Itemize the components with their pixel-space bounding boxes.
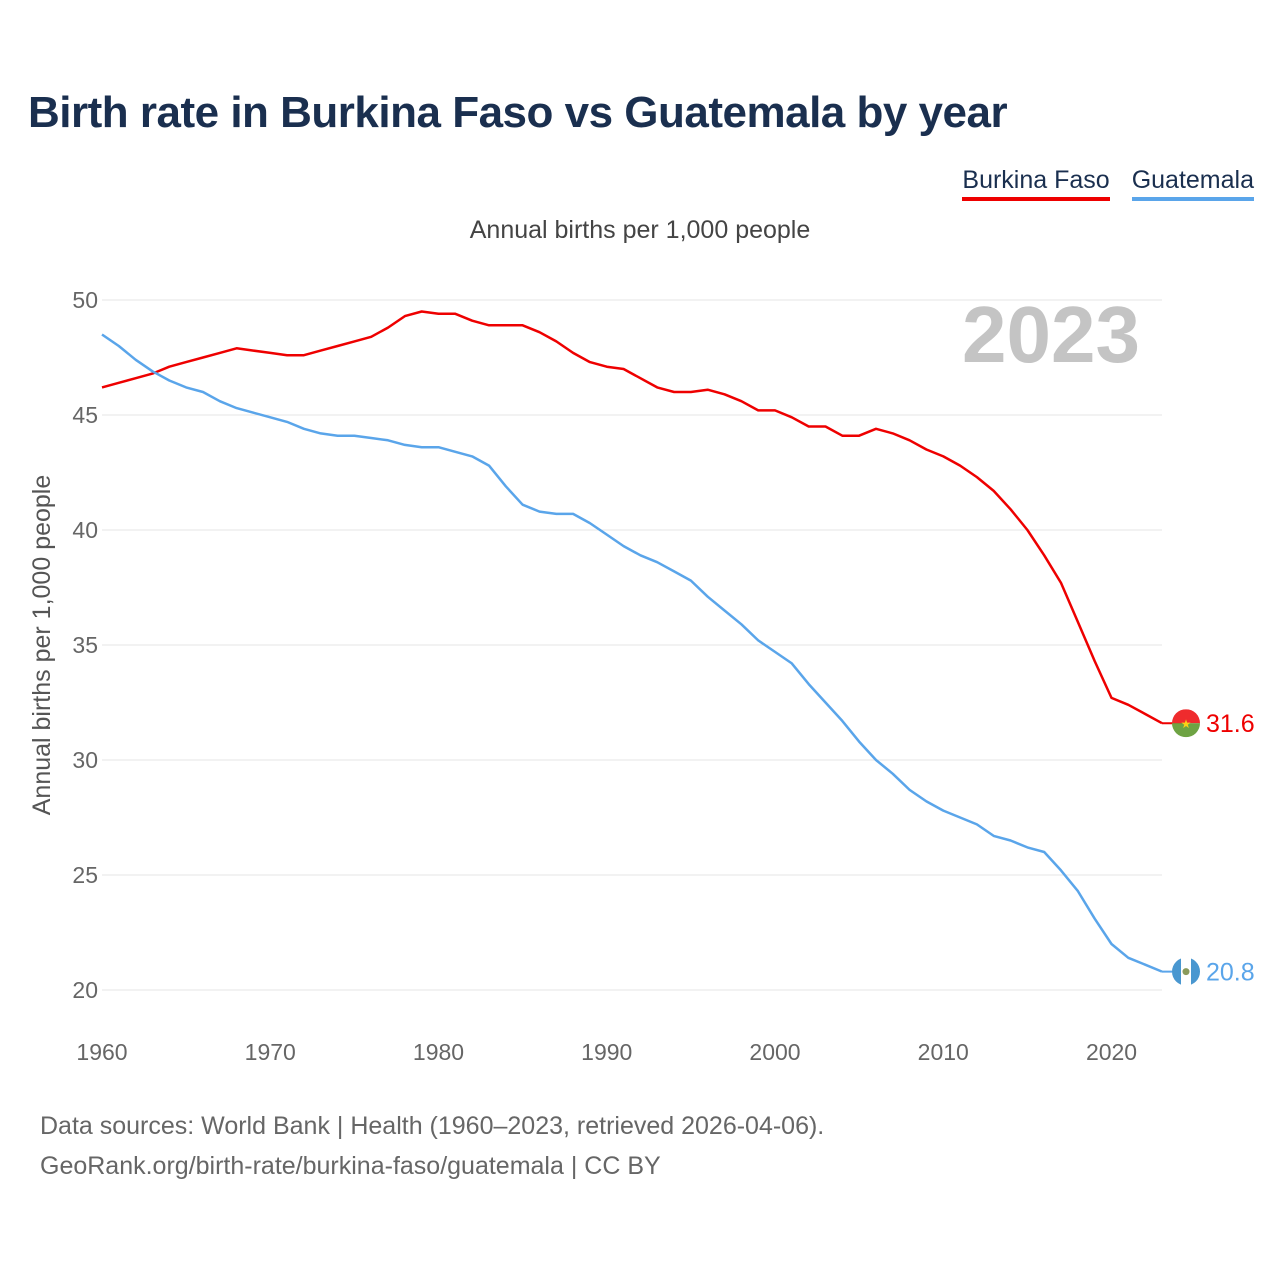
source-line-1: Data sources: World Bank | Health (1960–… (40, 1112, 825, 1140)
y-tick-label: 45 (72, 402, 98, 428)
x-tick-label: 2000 (749, 1039, 800, 1065)
legend-item-guatemala[interactable]: Guatemala (1131, 166, 1254, 201)
y-axis-label: Annual births per 1,000 people (28, 475, 56, 816)
series-line-guatemala[interactable] (101, 333, 1163, 973)
source-line-2[interactable]: GeoRank.org/birth-rate/burkina-faso/guat… (40, 1152, 661, 1180)
x-tick-label: 2010 (918, 1039, 969, 1065)
source-note: Data sources: World Bank | Health (1960–… (40, 1106, 824, 1186)
chart-title: Birth rate in Burkina Faso vs Guatemala … (28, 88, 1008, 137)
x-tick-label: 1990 (581, 1039, 632, 1065)
x-axis-ticks: 1960 1970 1980 1990 2000 2010 2020 (76, 1039, 1137, 1065)
line-chart: 20 25 30 35 40 45 50 1960 1970 1980 1990 2000 2010 2… (28, 287, 1255, 1065)
y-tick-label: 40 (72, 517, 98, 543)
y-tick-label: 25 (72, 862, 98, 888)
x-tick-label: 1960 (76, 1039, 127, 1065)
burkina-faso-end-value: 31.6 (1206, 710, 1255, 738)
x-tick-label: 1980 (413, 1039, 464, 1065)
svg-text:★: ★ (1181, 717, 1192, 731)
burkina-faso-flag-icon: ★ (1172, 709, 1200, 738)
end-markers: ★ (1172, 709, 1200, 986)
x-tick-label: 2020 (1086, 1039, 1137, 1065)
y-tick-label: 35 (72, 632, 98, 658)
legend-item-burkina-faso[interactable]: Burkina Faso (962, 166, 1110, 201)
x-tick-label: 1970 (245, 1039, 296, 1065)
y-tick-label: 30 (72, 747, 98, 773)
chart-subtitle: Annual births per 1,000 people (469, 216, 811, 244)
series-line-burkina-faso[interactable] (101, 310, 1163, 725)
y-tick-label: 50 (72, 287, 98, 313)
grid-lines (102, 299, 1162, 991)
guatemala-end-value: 20.8 (1206, 959, 1255, 987)
legend: Burkina Faso Guatemala (962, 166, 1254, 201)
guatemala-flag-icon (1172, 957, 1200, 986)
year-watermark: 2023 (962, 290, 1140, 379)
y-axis-ticks: 20 25 30 35 40 45 50 (72, 287, 98, 1003)
y-tick-label: 20 (72, 977, 98, 1003)
series-group (101, 310, 1186, 973)
